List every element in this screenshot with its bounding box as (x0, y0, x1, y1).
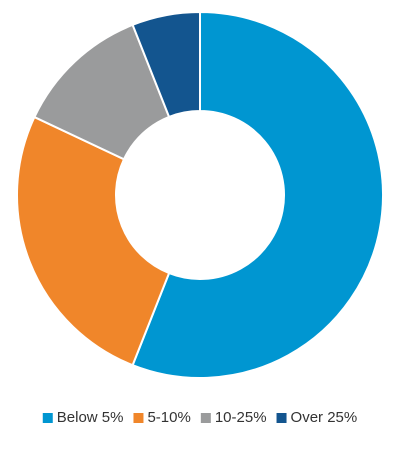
legend-label: Over 25% (291, 409, 358, 426)
legend-label: 10-25% (215, 409, 267, 426)
legend-label: 5-10% (147, 409, 190, 426)
legend: Below 5% 5-10% 10-25% Over 25% (42, 409, 358, 426)
donut-slice (131, 10, 384, 379)
legend-label: Below 5% (57, 409, 124, 426)
donut-slice (16, 115, 171, 367)
legend-swatch (42, 413, 53, 423)
legend-swatch (276, 413, 287, 423)
legend-swatch (200, 413, 211, 423)
donut-slice (131, 10, 201, 119)
legend-swatch (133, 413, 144, 423)
